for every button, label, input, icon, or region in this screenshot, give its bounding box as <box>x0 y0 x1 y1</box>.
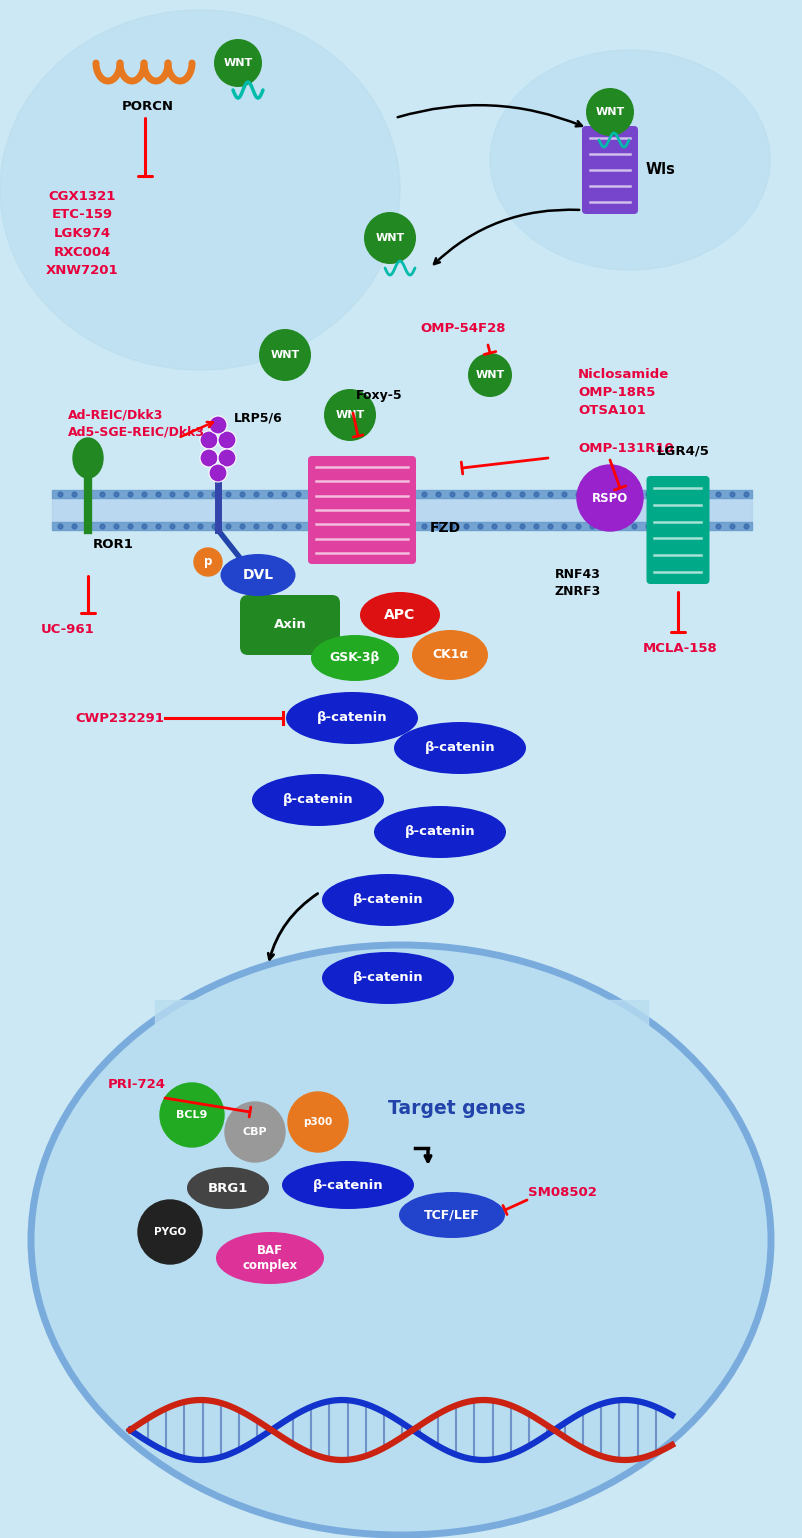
Text: β-catenin: β-catenin <box>352 894 423 906</box>
FancyBboxPatch shape <box>240 595 339 655</box>
Text: FZD: FZD <box>429 521 460 535</box>
Circle shape <box>209 415 227 434</box>
Ellipse shape <box>489 51 769 271</box>
Circle shape <box>225 1103 285 1163</box>
Text: β-catenin: β-catenin <box>424 741 495 755</box>
Circle shape <box>209 464 227 481</box>
Text: MCLA-158: MCLA-158 <box>642 641 716 655</box>
Circle shape <box>259 329 310 381</box>
Circle shape <box>217 431 236 449</box>
Circle shape <box>217 449 236 468</box>
Ellipse shape <box>73 438 103 478</box>
Circle shape <box>200 431 217 449</box>
Ellipse shape <box>282 1161 414 1209</box>
Text: CK1α: CK1α <box>431 649 468 661</box>
Text: SM08502: SM08502 <box>528 1186 596 1198</box>
Text: ROR1: ROR1 <box>93 538 134 551</box>
Text: BRG1: BRG1 <box>208 1181 248 1195</box>
Circle shape <box>160 1083 224 1147</box>
Text: UC-961: UC-961 <box>41 623 95 637</box>
FancyBboxPatch shape <box>308 455 415 564</box>
Circle shape <box>194 548 221 577</box>
Text: β-catenin: β-catenin <box>316 712 387 724</box>
Text: RNF43
ZNRF3: RNF43 ZNRF3 <box>554 568 601 598</box>
Circle shape <box>138 1200 202 1264</box>
Text: BAF
complex: BAF complex <box>242 1244 298 1272</box>
Ellipse shape <box>31 944 770 1535</box>
Text: Niclosamide
OMP-18R5
OTSA101: Niclosamide OMP-18R5 OTSA101 <box>577 368 668 417</box>
Ellipse shape <box>322 874 453 926</box>
Text: Ad-REIC/Dkk3
Ad5-SGE-REIC/Dkk3: Ad-REIC/Dkk3 Ad5-SGE-REIC/Dkk3 <box>68 408 205 438</box>
Circle shape <box>585 88 634 135</box>
Ellipse shape <box>0 11 399 371</box>
Circle shape <box>323 389 375 441</box>
Text: WNT: WNT <box>475 371 504 380</box>
Circle shape <box>214 38 261 88</box>
Text: Axin: Axin <box>273 618 306 632</box>
Circle shape <box>288 1092 347 1152</box>
Ellipse shape <box>374 806 505 858</box>
Text: WNT: WNT <box>270 351 299 360</box>
Ellipse shape <box>359 592 439 638</box>
Ellipse shape <box>252 774 383 826</box>
Text: APC: APC <box>384 608 415 621</box>
Text: PORCN: PORCN <box>122 100 174 112</box>
Ellipse shape <box>399 1192 504 1238</box>
Ellipse shape <box>221 554 295 597</box>
Circle shape <box>363 212 415 265</box>
Text: OMP-131R10: OMP-131R10 <box>577 441 673 455</box>
FancyBboxPatch shape <box>646 475 709 584</box>
Text: Foxy-5: Foxy-5 <box>355 389 402 401</box>
Text: DVL: DVL <box>242 568 273 581</box>
Text: WNT: WNT <box>223 58 253 68</box>
Ellipse shape <box>322 952 453 1004</box>
Ellipse shape <box>187 1167 269 1209</box>
Circle shape <box>200 449 217 468</box>
Text: p: p <box>204 555 212 569</box>
Text: Wls: Wls <box>645 163 675 177</box>
Text: β-catenin: β-catenin <box>352 972 423 984</box>
Text: TCF/LEF: TCF/LEF <box>423 1209 480 1221</box>
Text: LGR4/5: LGR4/5 <box>656 444 708 458</box>
Text: LRP5/6: LRP5/6 <box>233 412 282 424</box>
Circle shape <box>468 354 512 397</box>
Text: β-catenin: β-catenin <box>404 826 475 838</box>
Text: Target genes: Target genes <box>387 1098 525 1118</box>
Text: PRI-724: PRI-724 <box>107 1078 166 1092</box>
Text: CWP232291: CWP232291 <box>75 712 164 724</box>
Ellipse shape <box>310 635 399 681</box>
Text: WNT: WNT <box>594 108 624 117</box>
Ellipse shape <box>394 721 525 774</box>
Text: PYGO: PYGO <box>154 1227 186 1237</box>
Circle shape <box>577 464 642 531</box>
Ellipse shape <box>216 1232 323 1284</box>
FancyBboxPatch shape <box>581 126 638 214</box>
Text: WNT: WNT <box>335 411 364 420</box>
Text: GSK-3β: GSK-3β <box>330 652 379 664</box>
Text: β-catenin: β-catenin <box>312 1178 383 1192</box>
Text: CGX1321
ETC-159
LGK974
RXC004
XNW7201: CGX1321 ETC-159 LGK974 RXC004 XNW7201 <box>46 191 118 277</box>
Text: RSPO: RSPO <box>591 492 627 504</box>
Text: CBP: CBP <box>242 1127 267 1137</box>
Ellipse shape <box>411 631 488 680</box>
Text: OMP-54F28: OMP-54F28 <box>419 321 505 334</box>
Ellipse shape <box>286 692 418 744</box>
Text: p300: p300 <box>303 1117 332 1127</box>
Text: WNT: WNT <box>375 232 404 243</box>
Text: β-catenin: β-catenin <box>282 794 353 806</box>
Text: BCL9: BCL9 <box>176 1110 208 1120</box>
